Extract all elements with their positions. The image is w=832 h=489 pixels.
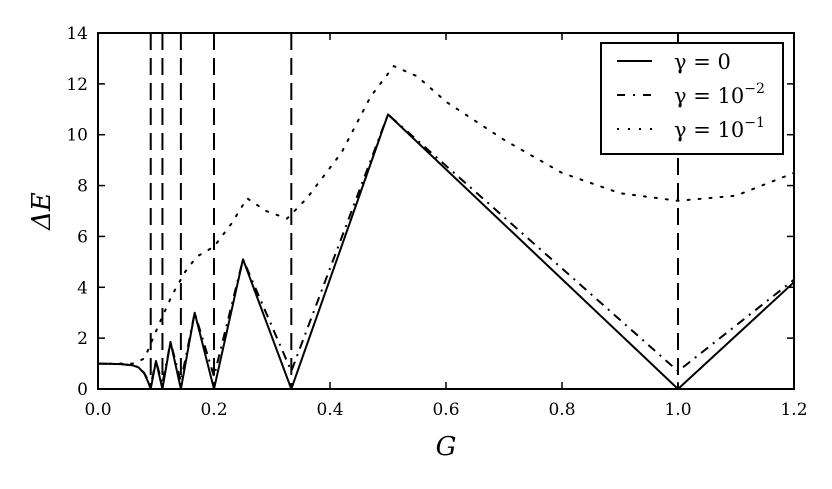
y-axis-label: ΔE bbox=[27, 192, 57, 231]
vertical-dashed-lines bbox=[149, 33, 679, 389]
series-line-dotted bbox=[97, 65, 795, 365]
series-lines bbox=[97, 65, 795, 390]
x-tick-label: 0.0 bbox=[84, 400, 111, 420]
legend-label-gamma-0: γ = 0 bbox=[674, 50, 731, 74]
y-tick-label: 0 bbox=[77, 380, 88, 400]
y-tick-label: 2 bbox=[77, 329, 88, 349]
y-tick-label: 6 bbox=[77, 227, 88, 247]
y-tick-label: 4 bbox=[77, 278, 88, 298]
x-tick-label: 0.2 bbox=[200, 400, 227, 420]
x-tick-label: 0.6 bbox=[432, 400, 459, 420]
series-line-dash-dot bbox=[97, 113, 795, 387]
axis-ticks: 0.0 0.2 0.4 0.6 0.8 1.0 1.2 0 2 4 6 8 10 12 14 bbox=[66, 24, 807, 420]
legend-label-gamma-1e-2: γ = 10−2 bbox=[674, 81, 765, 108]
y-tick-label: 8 bbox=[77, 177, 88, 197]
legend: γ = 0 γ = 10−2 γ = 10−1 bbox=[600, 42, 784, 155]
x-tick-label: 1.2 bbox=[780, 400, 807, 420]
x-tick-label: 0.8 bbox=[548, 400, 575, 420]
x-tick-label: 1.0 bbox=[664, 400, 691, 420]
series-line-solid bbox=[97, 113, 795, 390]
y-tick-label: 14 bbox=[66, 24, 88, 44]
y-tick-label: 12 bbox=[66, 75, 88, 95]
y-tick-label: 10 bbox=[66, 126, 88, 146]
legend-label-gamma-1e-1: γ = 10−1 bbox=[674, 115, 765, 142]
x-tick-label: 0.4 bbox=[316, 400, 343, 420]
x-axis-label: G bbox=[436, 432, 457, 462]
